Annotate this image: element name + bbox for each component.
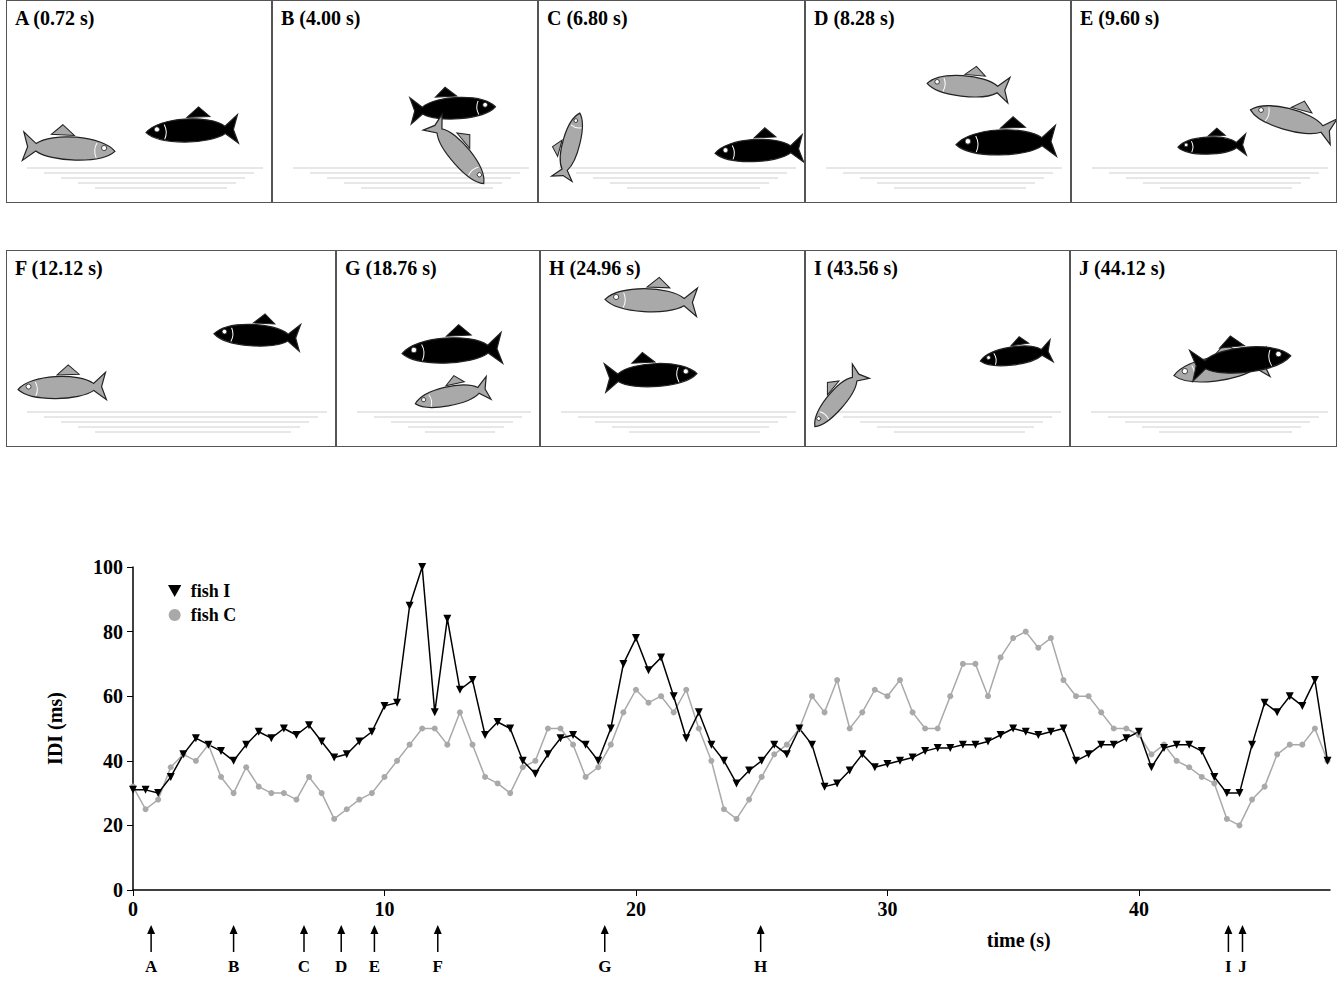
svg-text:20: 20 [103, 814, 123, 836]
svg-text:H: H [754, 957, 767, 976]
html-text:E (9.60 s): E (9.60 s) [1080, 7, 1160, 29]
svg-text:C: C [298, 957, 310, 976]
svg-text:30: 30 [877, 898, 897, 920]
svg-text:fish I: fish I [191, 581, 231, 601]
svg-text:A: A [145, 957, 158, 976]
html-text:H (24.96 s): H (24.96 s) [549, 257, 641, 279]
html-text:F (12.12 s): F (12.12 s) [15, 257, 103, 279]
svg-text:40: 40 [1129, 898, 1149, 920]
svg-text:0: 0 [113, 879, 123, 901]
svg-text:80: 80 [103, 621, 123, 643]
svg-text:F: F [433, 957, 443, 976]
html-text:D (8.28 s): D (8.28 s) [814, 7, 895, 29]
svg-text:40: 40 [103, 750, 123, 772]
html-text:G (18.76 s): G (18.76 s) [345, 257, 437, 279]
html-text:A (0.72 s): A (0.72 s) [15, 7, 95, 29]
svg-text:IDI (ms): IDI (ms) [44, 692, 67, 765]
svg-text:0: 0 [128, 898, 138, 920]
svg-text:G: G [598, 957, 611, 976]
svg-text:J: J [1238, 957, 1247, 976]
svg-text:time (s): time (s) [987, 929, 1051, 952]
html-text:B (4.00 s): B (4.00 s) [281, 7, 361, 29]
html-text:C (6.80 s): C (6.80 s) [547, 7, 628, 29]
svg-text:B: B [228, 957, 239, 976]
svg-text:20: 20 [626, 898, 646, 920]
html-text:I (43.56 s): I (43.56 s) [814, 257, 898, 279]
svg-text:60: 60 [103, 685, 123, 707]
svg-text:D: D [335, 957, 347, 976]
svg-text:I: I [1225, 957, 1232, 976]
svg-text:10: 10 [374, 898, 394, 920]
svg-text:fish C: fish C [191, 605, 237, 625]
svg-text:100: 100 [93, 556, 123, 578]
svg-text:E: E [369, 957, 380, 976]
html-text:J (44.12 s): J (44.12 s) [1079, 257, 1166, 279]
